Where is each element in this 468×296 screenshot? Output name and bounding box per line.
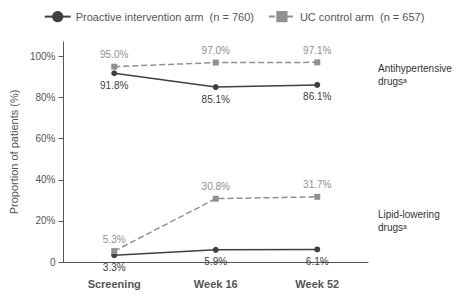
svg-text:30.8%: 30.8% [202, 181, 230, 192]
svg-text:60%: 60% [35, 133, 55, 144]
svg-text:91.8%: 91.8% [100, 80, 128, 91]
svg-text:97.0%: 97.0% [202, 45, 230, 56]
svg-text:100%: 100% [30, 51, 56, 62]
svg-text:Lipid-lowering: Lipid-lowering [378, 209, 440, 220]
svg-text:6.1%: 6.1% [306, 256, 329, 267]
svg-text:95.0%: 95.0% [100, 49, 128, 60]
svg-text:Proportion of patients (%): Proportion of patients (%) [8, 90, 20, 215]
svg-text:80%: 80% [35, 92, 55, 103]
svg-text:UC control arm (n = 657): UC control arm (n = 657) [300, 11, 424, 23]
svg-text:Week 52: Week 52 [295, 278, 339, 290]
svg-text:Week 16: Week 16 [194, 278, 238, 290]
svg-text:20%: 20% [35, 215, 55, 226]
svg-text:97.1%: 97.1% [303, 45, 331, 56]
svg-text:drugsᵃ: drugsᵃ [378, 76, 407, 87]
svg-text:Proactive intervention arm (n: Proactive intervention arm (n = 760) [76, 11, 254, 23]
svg-text:drugsᵃ: drugsᵃ [378, 222, 407, 233]
svg-text:5.3%: 5.3% [103, 234, 126, 245]
svg-text:86.1%: 86.1% [303, 91, 331, 102]
svg-text:5.9%: 5.9% [204, 256, 227, 267]
svg-text:40%: 40% [35, 174, 55, 185]
svg-text:0: 0 [50, 257, 56, 268]
svg-text:3.3%: 3.3% [103, 262, 126, 273]
svg-text:31.7%: 31.7% [303, 179, 331, 190]
svg-text:85.1%: 85.1% [202, 94, 230, 105]
svg-text:Screening: Screening [88, 278, 141, 290]
svg-text:Antihypertensive: Antihypertensive [378, 63, 452, 74]
